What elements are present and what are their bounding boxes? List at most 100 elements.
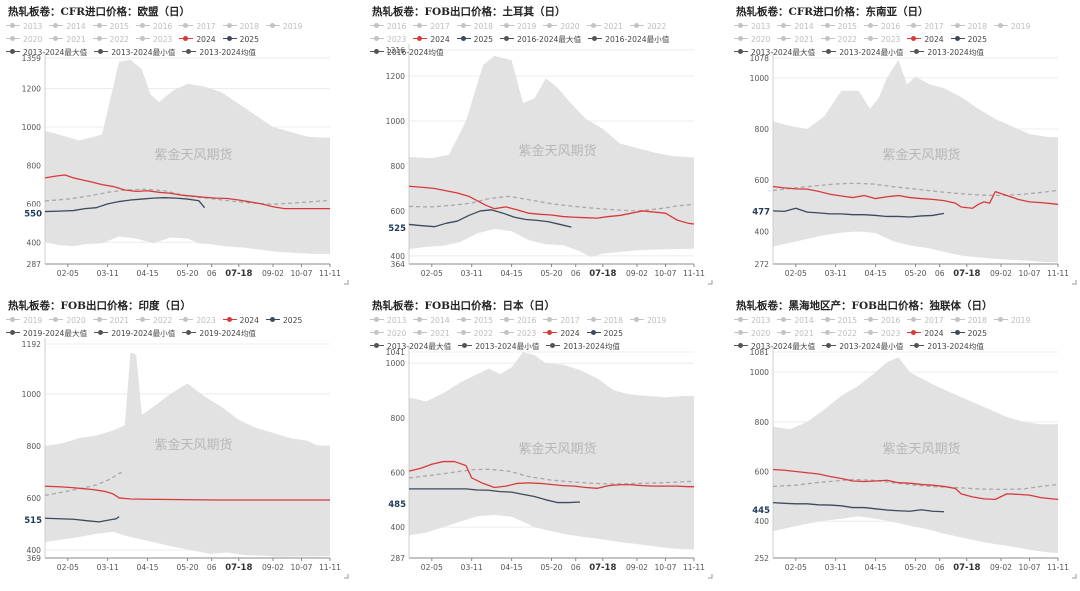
- legend-item[interactable]: 2020: [49, 314, 86, 327]
- legend-item[interactable]: 2023: [863, 33, 900, 46]
- legend-label: 2013-2024最小值: [475, 342, 540, 351]
- legend-item[interactable]: 2022: [820, 327, 857, 340]
- legend-item[interactable]: 2017: [179, 20, 216, 33]
- resize-handle-icon[interactable]: [1072, 574, 1077, 579]
- legend-item[interactable]: 2022: [92, 33, 129, 46]
- legend-item[interactable]: 2024: [907, 33, 944, 46]
- legend-item[interactable]: 2023: [499, 327, 536, 340]
- legend-item[interactable]: 2013-2024最大值: [734, 340, 815, 353]
- legend-item[interactable]: 2017: [907, 314, 944, 327]
- legend-item[interactable]: 2017: [413, 20, 450, 33]
- legend-item[interactable]: 2023: [863, 327, 900, 340]
- legend-item[interactable]: 2019: [499, 20, 536, 33]
- legend-item[interactable]: 2020: [370, 327, 406, 340]
- legend-item[interactable]: 2016: [863, 20, 900, 33]
- legend-item[interactable]: 2024: [179, 33, 216, 46]
- legend-item[interactable]: 2022: [456, 327, 493, 340]
- legend-item[interactable]: 2016: [863, 314, 900, 327]
- legend-item[interactable]: 2016-2024均值: [370, 46, 444, 59]
- legend-item[interactable]: 2014: [777, 314, 814, 327]
- chart-legend[interactable]: 2016 2017 2018 2019 2020 2021 2022 2023 2024 2025…: [370, 20, 710, 59]
- legend-item[interactable]: 2021: [777, 33, 814, 46]
- resize-handle-icon[interactable]: [708, 574, 713, 579]
- legend-item[interactable]: 2017: [907, 20, 944, 33]
- legend-item[interactable]: 2023: [370, 33, 406, 46]
- legend-item[interactable]: 2015: [92, 20, 129, 33]
- legend-item[interactable]: 2016: [370, 20, 406, 33]
- legend-item[interactable]: 2021: [49, 33, 86, 46]
- legend-item[interactable]: 2015: [456, 314, 493, 327]
- legend-item[interactable]: 2013-2024最小值: [822, 46, 903, 59]
- legend-item[interactable]: 2019: [629, 314, 666, 327]
- legend-item[interactable]: 2018: [950, 20, 987, 33]
- legend-item[interactable]: 2013: [734, 314, 770, 327]
- legend-item[interactable]: 2013-2024最小值: [94, 46, 175, 59]
- legend-item[interactable]: 2020: [543, 20, 580, 33]
- legend-item[interactable]: 2019-2024最大值: [6, 327, 87, 340]
- legend-item[interactable]: 2013-2024最大值: [370, 340, 451, 353]
- legend-item[interactable]: 2020: [6, 33, 42, 46]
- legend-item[interactable]: 2018: [586, 314, 623, 327]
- legend-item[interactable]: 2019-2024最小值: [94, 327, 175, 340]
- resize-handle-icon[interactable]: [344, 574, 349, 579]
- legend-item[interactable]: 2021: [586, 20, 623, 33]
- legend-item[interactable]: 2025: [265, 314, 302, 327]
- legend-item[interactable]: 2016: [499, 314, 536, 327]
- legend-item[interactable]: 2013-2024最大值: [6, 46, 87, 59]
- legend-item[interactable]: 2013-2024均值: [182, 46, 256, 59]
- legend-item[interactable]: 2025: [950, 327, 987, 340]
- legend-item[interactable]: 2020: [734, 327, 770, 340]
- legend-item[interactable]: 2019: [993, 314, 1030, 327]
- legend-item[interactable]: 2020: [734, 33, 770, 46]
- legend-item[interactable]: 2025: [456, 33, 493, 46]
- legend-item[interactable]: 2019-2024均值: [182, 327, 256, 340]
- legend-item[interactable]: 2023: [179, 314, 216, 327]
- legend-item[interactable]: 2018: [950, 314, 987, 327]
- resize-handle-icon[interactable]: [708, 280, 713, 285]
- legend-item[interactable]: 2022: [135, 314, 172, 327]
- legend-item[interactable]: 2025: [586, 327, 623, 340]
- resize-handle-icon[interactable]: [1072, 280, 1077, 285]
- legend-item[interactable]: 2022: [629, 20, 666, 33]
- legend-item[interactable]: 2024: [543, 327, 580, 340]
- legend-item[interactable]: 2024: [413, 33, 450, 46]
- legend-item[interactable]: 2013: [6, 20, 42, 33]
- legend-item[interactable]: 2013-2024均值: [910, 46, 984, 59]
- chart-legend[interactable]: 2013 2014 2015 2016 2017 2018 2019 2020 2021 2022…: [6, 20, 346, 59]
- legend-item[interactable]: 2024: [907, 327, 944, 340]
- legend-item[interactable]: 2019: [993, 20, 1030, 33]
- legend-item[interactable]: 2017: [543, 314, 580, 327]
- legend-item[interactable]: 2018: [222, 20, 259, 33]
- legend-item[interactable]: 2018: [456, 20, 493, 33]
- legend-item[interactable]: 2015: [820, 20, 857, 33]
- legend-item[interactable]: 2014: [777, 20, 814, 33]
- legend-item[interactable]: 2013: [734, 20, 770, 33]
- chart-legend[interactable]: 2019 2020 2021 2022 2023 2024 2025 2019-2024最大值…: [6, 314, 346, 340]
- legend-item[interactable]: 2013-2024最小值: [822, 340, 903, 353]
- legend-item[interactable]: 2019: [6, 314, 42, 327]
- legend-item[interactable]: 2019: [265, 20, 302, 33]
- legend-item[interactable]: 2013-2024均值: [910, 340, 984, 353]
- legend-item[interactable]: 2015: [820, 314, 857, 327]
- legend-item[interactable]: 2025: [950, 33, 987, 46]
- legend-item[interactable]: 2013-2024最小值: [458, 340, 539, 353]
- legend-item[interactable]: 2016-2024最小值: [588, 33, 669, 46]
- legend-item[interactable]: 2022: [820, 33, 857, 46]
- legend-item[interactable]: 2014: [49, 20, 86, 33]
- chart-legend[interactable]: 2013 2014 2015 2016 2017 2018 2019 2020 2021 2022…: [734, 314, 1074, 353]
- legend-item[interactable]: 2021: [413, 327, 450, 340]
- chart-legend[interactable]: 2013 2014 2015 2016 2017 2018 2019 2020 2021 2022…: [370, 314, 710, 353]
- legend-item[interactable]: 2025: [222, 33, 259, 46]
- chart-legend[interactable]: 2013 2014 2015 2016 2017 2018 2019 2020 2021 2022…: [734, 20, 1074, 59]
- resize-handle-icon[interactable]: [344, 280, 349, 285]
- legend-item[interactable]: 2024: [222, 314, 259, 327]
- legend-item[interactable]: 2023: [135, 33, 172, 46]
- legend-item[interactable]: 2016: [135, 20, 172, 33]
- legend-item[interactable]: 2013-2024最大值: [734, 46, 815, 59]
- legend-item[interactable]: 2021: [777, 327, 814, 340]
- legend-item[interactable]: 2013-2024均值: [546, 340, 620, 353]
- legend-item[interactable]: 2016-2024最大值: [499, 33, 581, 46]
- legend-item[interactable]: 2021: [92, 314, 129, 327]
- legend-item[interactable]: 2013: [370, 314, 406, 327]
- legend-item[interactable]: 2014: [413, 314, 450, 327]
